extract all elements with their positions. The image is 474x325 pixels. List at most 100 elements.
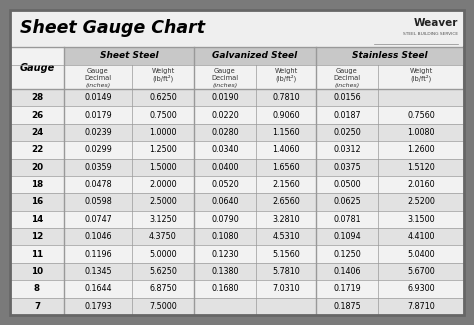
Bar bbox=[10, 89, 464, 106]
Text: 0.0239: 0.0239 bbox=[84, 128, 112, 137]
Text: 1.4060: 1.4060 bbox=[272, 145, 300, 154]
Text: 1.5120: 1.5120 bbox=[407, 163, 435, 172]
Text: 0.0149: 0.0149 bbox=[84, 93, 112, 102]
Bar bbox=[10, 298, 464, 315]
Text: 0.1644: 0.1644 bbox=[84, 284, 112, 293]
Text: Sheet Gauge Chart: Sheet Gauge Chart bbox=[20, 19, 205, 37]
Text: (inches): (inches) bbox=[85, 83, 110, 87]
Text: 0.0598: 0.0598 bbox=[84, 198, 112, 206]
Text: STEEL BUILDING SERVICE: STEEL BUILDING SERVICE bbox=[403, 32, 458, 36]
Text: 0.1046: 0.1046 bbox=[84, 232, 112, 241]
Text: 5.1560: 5.1560 bbox=[272, 250, 300, 259]
Text: Gauge: Gauge bbox=[214, 68, 236, 74]
Text: 1.5000: 1.5000 bbox=[149, 163, 177, 172]
Bar bbox=[10, 106, 464, 124]
Text: Stainless Steel: Stainless Steel bbox=[352, 51, 428, 60]
Text: 14: 14 bbox=[31, 215, 43, 224]
Text: 7: 7 bbox=[34, 302, 40, 311]
Text: 0.1230: 0.1230 bbox=[211, 250, 239, 259]
Text: 0.6250: 0.6250 bbox=[149, 93, 177, 102]
Text: Weaver: Weaver bbox=[414, 18, 458, 28]
Text: 5.0400: 5.0400 bbox=[407, 250, 435, 259]
Text: 0.0359: 0.0359 bbox=[84, 163, 112, 172]
Text: Weight: Weight bbox=[410, 68, 433, 74]
Text: Decimal: Decimal bbox=[211, 75, 238, 81]
Text: 1.0080: 1.0080 bbox=[407, 128, 435, 137]
Text: Weight: Weight bbox=[274, 68, 298, 74]
Text: 18: 18 bbox=[31, 180, 43, 189]
Bar bbox=[10, 159, 464, 176]
Text: Sheet Steel: Sheet Steel bbox=[100, 51, 158, 60]
Text: 0.1406: 0.1406 bbox=[333, 267, 361, 276]
Text: (inches): (inches) bbox=[334, 83, 360, 87]
Text: 2.0000: 2.0000 bbox=[149, 180, 177, 189]
Text: 1.2600: 1.2600 bbox=[407, 145, 435, 154]
Text: 0.1094: 0.1094 bbox=[333, 232, 361, 241]
Text: 5.0000: 5.0000 bbox=[149, 250, 177, 259]
Text: 0.0312: 0.0312 bbox=[333, 145, 361, 154]
Text: 0.0520: 0.0520 bbox=[211, 180, 239, 189]
Text: 0.7500: 0.7500 bbox=[149, 111, 177, 120]
Text: 0.0187: 0.0187 bbox=[333, 111, 361, 120]
Text: 1.6560: 1.6560 bbox=[272, 163, 300, 172]
Text: 0.1345: 0.1345 bbox=[84, 267, 112, 276]
Text: 0.1080: 0.1080 bbox=[211, 232, 239, 241]
Text: 10: 10 bbox=[31, 267, 43, 276]
Text: 0.0400: 0.0400 bbox=[211, 163, 239, 172]
Text: 2.6560: 2.6560 bbox=[272, 198, 300, 206]
Text: 3.2810: 3.2810 bbox=[272, 215, 300, 224]
Text: 6.9300: 6.9300 bbox=[407, 284, 435, 293]
Text: 0.1250: 0.1250 bbox=[333, 250, 361, 259]
Text: 3.1250: 3.1250 bbox=[149, 215, 177, 224]
Text: 7.5000: 7.5000 bbox=[149, 302, 177, 311]
Text: 26: 26 bbox=[31, 111, 43, 120]
Text: 7.8710: 7.8710 bbox=[407, 302, 435, 311]
Text: (inches): (inches) bbox=[212, 83, 237, 87]
Bar bbox=[10, 280, 464, 298]
Text: 8: 8 bbox=[34, 284, 40, 293]
Text: 0.0156: 0.0156 bbox=[333, 93, 361, 102]
Text: 0.1719: 0.1719 bbox=[333, 284, 361, 293]
Text: 11: 11 bbox=[31, 250, 43, 259]
Text: 5.6250: 5.6250 bbox=[149, 267, 177, 276]
Text: 6.8750: 6.8750 bbox=[149, 284, 177, 293]
Text: 0.0340: 0.0340 bbox=[211, 145, 239, 154]
Text: 0.0375: 0.0375 bbox=[333, 163, 361, 172]
Text: Decimal: Decimal bbox=[84, 75, 111, 81]
Bar bbox=[10, 193, 464, 211]
Bar bbox=[10, 245, 464, 263]
Text: 12: 12 bbox=[31, 232, 43, 241]
Bar bbox=[10, 141, 464, 159]
Bar bbox=[10, 263, 464, 280]
Text: 28: 28 bbox=[31, 93, 43, 102]
Text: (lb/ft²): (lb/ft²) bbox=[410, 74, 432, 82]
Text: Decimal: Decimal bbox=[333, 75, 361, 81]
Text: 0.0640: 0.0640 bbox=[211, 198, 239, 206]
Text: (lb/ft²): (lb/ft²) bbox=[275, 74, 297, 82]
Text: 1.1560: 1.1560 bbox=[272, 128, 300, 137]
Text: 0.7560: 0.7560 bbox=[407, 111, 435, 120]
Text: 0.1380: 0.1380 bbox=[211, 267, 239, 276]
Text: 0.0478: 0.0478 bbox=[84, 180, 112, 189]
Text: 0.1680: 0.1680 bbox=[211, 284, 239, 293]
Text: 0.0781: 0.0781 bbox=[333, 215, 361, 224]
Text: 20: 20 bbox=[31, 163, 43, 172]
Text: 0.0179: 0.0179 bbox=[84, 111, 112, 120]
Text: 2.0160: 2.0160 bbox=[407, 180, 435, 189]
Text: 3.1500: 3.1500 bbox=[407, 215, 435, 224]
Text: 22: 22 bbox=[31, 145, 43, 154]
Text: 2.5200: 2.5200 bbox=[407, 198, 435, 206]
Text: Gauge: Gauge bbox=[87, 68, 109, 74]
Text: 0.1875: 0.1875 bbox=[333, 302, 361, 311]
Text: 5.6700: 5.6700 bbox=[407, 267, 435, 276]
Text: 0.0280: 0.0280 bbox=[211, 128, 239, 137]
Text: 4.4100: 4.4100 bbox=[407, 232, 435, 241]
Text: Gauge: Gauge bbox=[19, 63, 55, 73]
Bar bbox=[64, 47, 194, 65]
Text: 0.0625: 0.0625 bbox=[333, 198, 361, 206]
Text: 4.3750: 4.3750 bbox=[149, 232, 177, 241]
Text: Gauge: Gauge bbox=[336, 68, 358, 74]
Text: 16: 16 bbox=[31, 198, 43, 206]
Text: (lb/ft²): (lb/ft²) bbox=[152, 74, 173, 82]
Text: 0.0220: 0.0220 bbox=[211, 111, 239, 120]
